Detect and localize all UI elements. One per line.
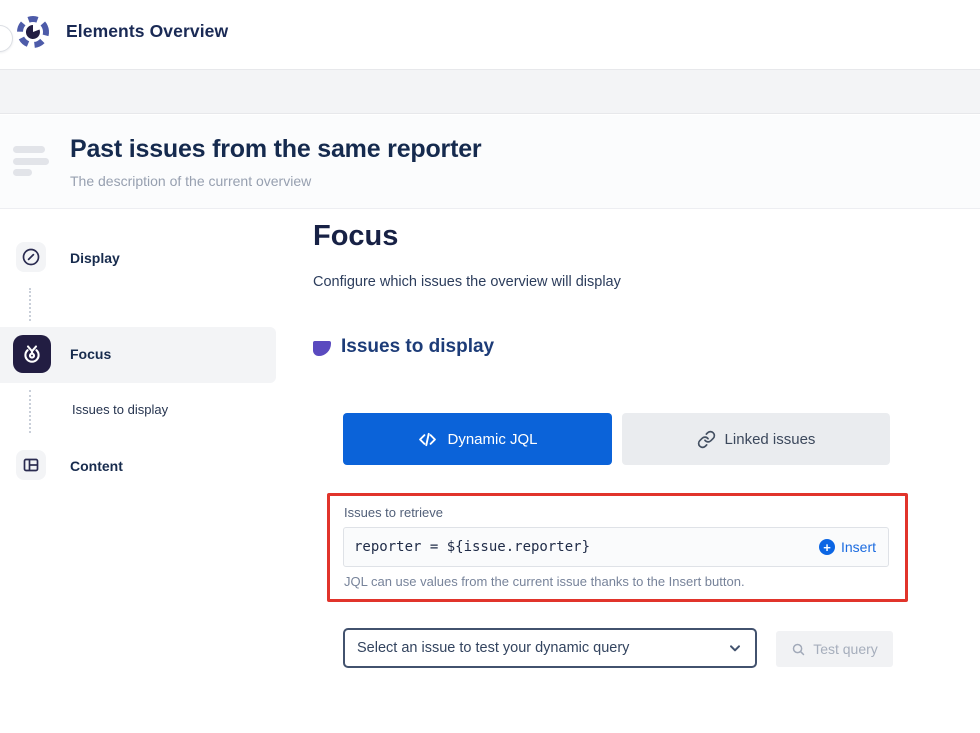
overview-title-band: Past issues from the same reporter The d… — [0, 115, 980, 209]
app-logo-icon — [15, 14, 51, 50]
display-icon — [16, 242, 46, 272]
step-connector — [29, 390, 31, 433]
tab-dynamic-jql[interactable]: Dynamic JQL — [343, 413, 612, 465]
sidebar-item-label: Display — [70, 250, 120, 266]
step-connector — [29, 288, 31, 321]
tab-linked-issues[interactable]: Linked issues — [622, 413, 890, 465]
toolbar-band — [0, 69, 980, 114]
sidebar-item-label: Content — [70, 458, 123, 474]
edge-handle[interactable] — [0, 25, 13, 52]
link-icon — [697, 430, 716, 449]
search-icon — [791, 642, 806, 657]
issue-select[interactable]: Select an issue to test your dynamic que… — [343, 628, 757, 668]
content-icon — [16, 450, 46, 480]
plus-circle-icon: + — [818, 539, 835, 555]
jql-field: + Insert — [343, 527, 889, 567]
jql-help-text: JQL can use values from the current issu… — [344, 574, 745, 589]
tab-label: Linked issues — [724, 430, 816, 448]
step-heading: Focus — [313, 220, 399, 252]
page-description: The description of the current overview — [70, 173, 312, 189]
step-subheading: Configure which issues the overview will… — [313, 274, 621, 290]
tab-label: Dynamic JQL — [447, 430, 538, 448]
insert-button-label: Insert — [840, 539, 876, 555]
drag-handle-icon[interactable] — [13, 146, 49, 181]
app-title: Elements Overview — [66, 21, 229, 41]
section-title: Issues to display — [341, 336, 495, 357]
section-marker-icon — [313, 341, 331, 356]
jql-field-label: Issues to retrieve — [344, 505, 443, 520]
test-query-label: Test query — [813, 641, 878, 657]
test-query-button[interactable]: Test query — [776, 631, 893, 667]
code-icon — [417, 429, 438, 450]
sidebar-item-label: Focus — [70, 346, 112, 362]
jql-input[interactable] — [344, 528, 813, 566]
sidebar-subitem-issues-to-display[interactable]: Issues to display — [72, 402, 169, 417]
chevron-down-icon — [727, 640, 743, 656]
app-header: Elements Overview — [0, 0, 980, 69]
page-title: Past issues from the same reporter — [70, 135, 482, 163]
issue-select-placeholder: Select an issue to test your dynamic que… — [357, 640, 630, 656]
insert-button[interactable]: + Insert — [813, 539, 888, 555]
focus-icon — [13, 335, 51, 373]
